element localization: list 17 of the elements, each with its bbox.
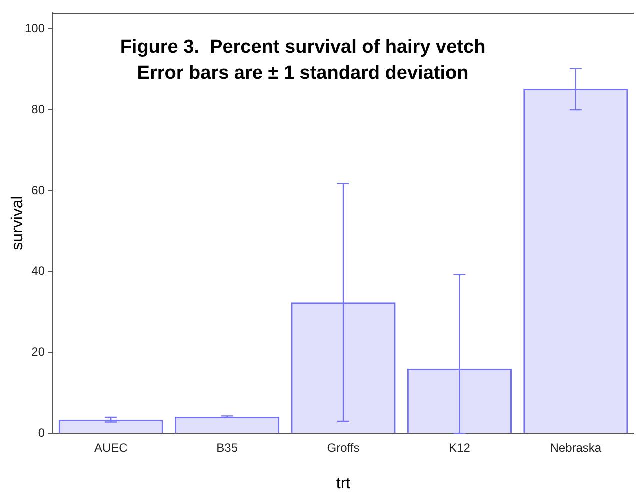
text: Figure 3. Percent survival of hairy vetch: [120, 37, 486, 58]
x-tick-label: AUEC: [94, 441, 128, 456]
y-tick-label: 20: [32, 345, 46, 360]
bar: [175, 417, 280, 434]
x-tick-label: K12: [449, 441, 471, 456]
y-axis-title: survival: [9, 196, 26, 250]
y-tick-label: 80: [32, 102, 46, 116]
x-tick-label: B35: [216, 441, 238, 456]
x-tick-label: Groffs: [327, 441, 360, 456]
y-tick-label: 60: [32, 183, 46, 198]
y-tick-label: 0: [38, 426, 46, 440]
y-tick-label: 40: [32, 264, 46, 278]
x-axis-title: trt: [336, 475, 352, 492]
text: Error bars are ± 1 standard deviation: [137, 63, 469, 84]
x-tick-label: Nebraska: [550, 441, 602, 456]
y-tick-label: 100: [24, 21, 46, 36]
bar: [58, 420, 164, 434]
